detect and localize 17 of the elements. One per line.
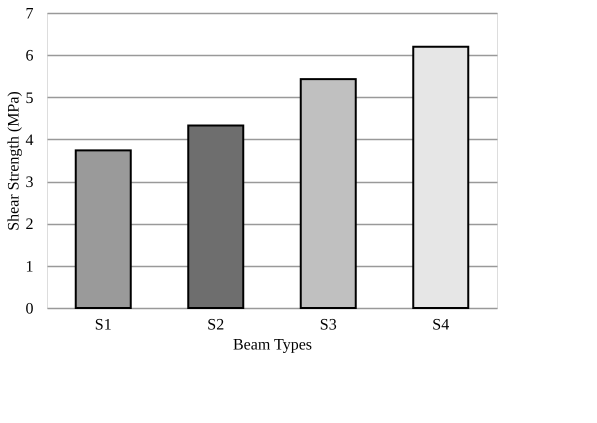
y-tick-label: 4 [26,132,34,149]
y-tick-label: 1 [26,258,34,276]
y-tick-label: 3 [26,174,34,192]
y-tick-label: 6 [26,48,34,65]
y-tick-label: 7 [26,6,34,22]
bar [187,124,244,309]
y-axis-title: Shear Strength (MPa) [6,91,22,231]
bar [300,78,357,309]
x-axis-title: Beam Types [232,336,312,354]
y-tick-label: 2 [26,216,34,234]
x-tick-label: S4 [432,316,450,334]
y-tick-label: 0 [26,300,34,318]
bar [412,46,470,309]
x-tick-label: S1 [94,316,112,334]
x-tick-label: S3 [320,316,337,334]
y-tick-label: 5 [26,90,34,107]
x-tick-label: S2 [207,316,224,334]
